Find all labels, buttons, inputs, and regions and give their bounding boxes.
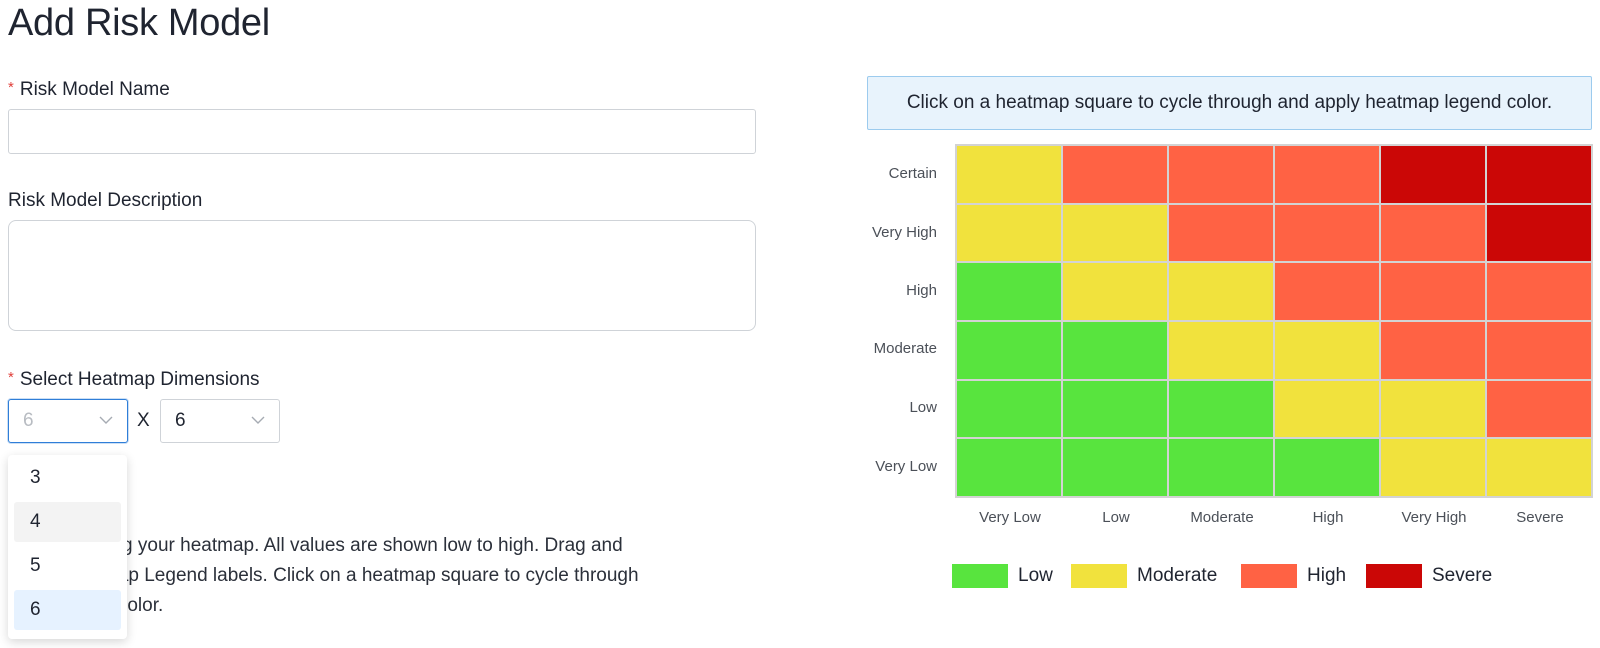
row-label: High: [906, 282, 937, 299]
legend-swatch: [952, 564, 1008, 588]
heatmap-cell[interactable]: [1381, 322, 1485, 379]
heatmap-cell[interactable]: [1169, 204, 1273, 262]
risk-model-name-label: * Risk Model Name: [8, 79, 170, 101]
risk-model-description-label: Risk Model Description: [8, 190, 203, 211]
legend-item-moderate[interactable]: Moderate: [1071, 562, 1217, 590]
heatmap-cell[interactable]: [1487, 263, 1591, 320]
col-label: Moderate: [1190, 509, 1254, 526]
heatmap-cell[interactable]: [957, 146, 1061, 203]
col-label: Very High: [1401, 509, 1467, 526]
legend-swatch: [1366, 564, 1422, 588]
rows-dropdown-menu: 3 4 5 6: [8, 455, 127, 639]
row-label: Low: [909, 399, 937, 416]
heatmap-cell[interactable]: [1381, 263, 1485, 320]
legend-label: High: [1307, 565, 1347, 586]
heatmap-cell[interactable]: [957, 439, 1061, 496]
legend-label: Moderate: [1137, 565, 1218, 586]
heatmap-dimensions-label: * Select Heatmap Dimensions: [8, 369, 260, 391]
row-label: Moderate: [873, 340, 937, 357]
heatmap-cell[interactable]: [957, 204, 1061, 262]
heatmap-cell[interactable]: [1169, 322, 1273, 379]
heatmap-cell[interactable]: [1063, 380, 1167, 438]
heatmap-cell[interactable]: [1169, 146, 1273, 203]
heatmap-cell[interactable]: [1275, 204, 1379, 262]
heatmap-cell[interactable]: [1487, 204, 1591, 262]
row-label: Certain: [888, 165, 937, 182]
section-description: ks and viewing your heatmap. All values …: [8, 531, 748, 621]
heatmap-cell[interactable]: [1063, 263, 1167, 320]
heatmap-instruction-text: Click on a heatmap square to cycle throu…: [906, 92, 1553, 113]
rows-select[interactable]: 6: [8, 399, 128, 443]
heatmap-instruction-banner: Click on a heatmap square to cycle throu…: [867, 76, 1592, 130]
heatmap-cell[interactable]: [1063, 146, 1167, 203]
heatmap-cell[interactable]: [1487, 146, 1591, 203]
heatmap-cell[interactable]: [1275, 439, 1379, 496]
required-asterisk: *: [8, 79, 14, 96]
heatmap-cell[interactable]: [957, 263, 1061, 320]
heatmap-cell[interactable]: [1169, 263, 1273, 320]
heatmap-cell[interactable]: [957, 322, 1061, 379]
heatmap-cell[interactable]: [1063, 322, 1167, 379]
col-label: Very Low: [979, 509, 1041, 526]
section-description-line: ks and viewing your heatmap. All values …: [8, 535, 623, 556]
legend-label: Low: [1018, 565, 1053, 586]
row-label: Very Low: [875, 458, 937, 475]
heatmap-cell[interactable]: [1381, 204, 1485, 262]
section-description-line: er the Heatmap Legend labels. Click on a…: [8, 565, 639, 586]
dimension-separator: X: [137, 410, 150, 431]
heatmap-dimensions-label-text: Select Heatmap Dimensions: [19, 369, 260, 390]
chevron-down-icon: [251, 416, 265, 424]
legend-item-severe[interactable]: Severe: [1366, 562, 1492, 590]
legend-item-high[interactable]: High: [1241, 562, 1346, 590]
heatmap-cell[interactable]: [1487, 380, 1591, 438]
row-label: Very High: [871, 224, 937, 241]
rows-select-value: 6: [23, 410, 34, 431]
cols-select[interactable]: 6: [160, 399, 280, 443]
heatmap-cell[interactable]: [1169, 380, 1273, 438]
legend-label: Severe: [1432, 565, 1493, 586]
heatmap-cell[interactable]: [1275, 322, 1379, 379]
legend-item-low[interactable]: Low: [952, 562, 1053, 590]
risk-model-name-input[interactable]: [8, 109, 756, 154]
dropdown-option-6[interactable]: 6: [14, 590, 121, 630]
heatmap-cell[interactable]: [957, 380, 1061, 438]
heatmap-cell[interactable]: [1063, 439, 1167, 496]
heatmap-cell[interactable]: [1381, 146, 1485, 203]
heatmap-cell[interactable]: [1487, 439, 1591, 496]
col-label: Low: [1102, 509, 1130, 526]
heatmap-cell[interactable]: [1275, 146, 1379, 203]
legend-swatch: [1241, 564, 1297, 588]
col-label: High: [1312, 509, 1344, 526]
dropdown-option-5[interactable]: 5: [30, 555, 41, 576]
heatmap-grid: [955, 144, 1593, 498]
heatmap-cell[interactable]: [1275, 380, 1379, 438]
heatmap-cell[interactable]: [1381, 439, 1485, 496]
heatmap-cell[interactable]: [1487, 322, 1591, 379]
page-title: Add Risk Model: [8, 2, 270, 44]
chevron-down-icon: [99, 416, 113, 424]
dropdown-option-4[interactable]: 4: [14, 502, 121, 542]
legend-swatch: [1071, 564, 1127, 588]
dropdown-option-3[interactable]: 3: [30, 467, 41, 488]
risk-model-name-label-text: Risk Model Name: [19, 79, 170, 100]
col-label: Severe: [1516, 509, 1564, 526]
heatmap-cell[interactable]: [1169, 439, 1273, 496]
cols-select-value: 6: [175, 410, 186, 431]
required-asterisk: *: [8, 369, 14, 386]
heatmap-cell[interactable]: [1063, 204, 1167, 262]
risk-model-description-input[interactable]: [8, 220, 756, 331]
heatmap-cell[interactable]: [1381, 380, 1485, 438]
heatmap-cell[interactable]: [1275, 263, 1379, 320]
